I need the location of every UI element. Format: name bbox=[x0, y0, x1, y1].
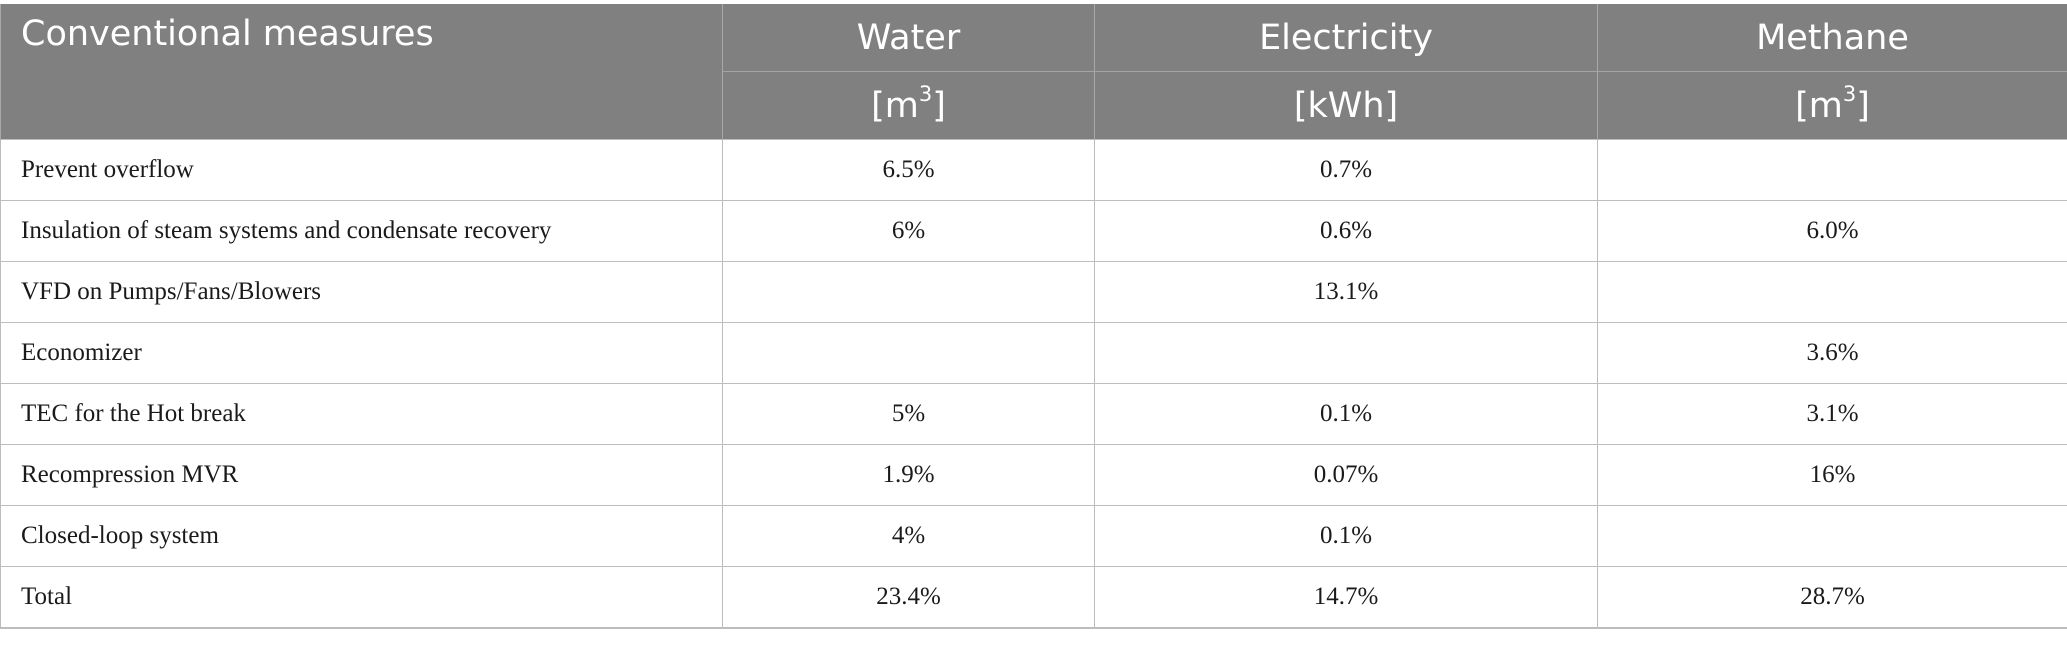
row-label: Prevent overflow bbox=[0, 139, 723, 201]
cell-water bbox=[722, 322, 1095, 384]
table-row: Insulation of steam systems and condensa… bbox=[0, 200, 2067, 262]
cell-water: 6.5% bbox=[722, 139, 1095, 201]
cell-water: 1.9% bbox=[722, 444, 1095, 506]
header-row-names: Conventional measures Water Electricity … bbox=[0, 4, 2067, 140]
cell-electricity bbox=[1094, 322, 1598, 384]
table-row: Recompression MVR 1.9% 0.07% 16% bbox=[0, 444, 2067, 506]
row-label: Total bbox=[0, 566, 723, 629]
row-label: TEC for the Hot break bbox=[0, 383, 723, 445]
table-row: Economizer 3.6% bbox=[0, 322, 2067, 384]
cell-electricity: 0.6% bbox=[1094, 200, 1598, 262]
unit-water-suffix: ] bbox=[932, 85, 946, 126]
unit-water: [m3] bbox=[722, 71, 1095, 140]
header-methane: Methane bbox=[1597, 4, 2067, 72]
cell-methane: 3.6% bbox=[1597, 322, 2067, 384]
unit-methane: [m3] bbox=[1597, 71, 2067, 140]
cell-methane: 16% bbox=[1597, 444, 2067, 506]
header-row-units: [m3] [kWh] [m3] bbox=[1, 71, 2067, 140]
row-label: Economizer bbox=[0, 322, 723, 384]
table-row-total: Total 23.4% 14.7% 28.7% bbox=[0, 566, 2067, 629]
table-body: Prevent overflow 6.5% 0.7% Insulation of… bbox=[0, 139, 2067, 629]
savings-table: Conventional measures Water Electricity … bbox=[0, 4, 2067, 629]
cell-water: 6% bbox=[722, 200, 1095, 262]
cell-methane bbox=[1597, 505, 2067, 567]
table-row: TEC for the Hot break 5% 0.1% 3.1% bbox=[0, 383, 2067, 445]
cell-electricity: 0.7% bbox=[1094, 139, 1598, 201]
row-label: VFD on Pumps/Fans/Blowers bbox=[0, 261, 723, 323]
cell-water: 23.4% bbox=[722, 566, 1095, 629]
cell-methane bbox=[1597, 139, 2067, 201]
table-row: Prevent overflow 6.5% 0.7% bbox=[0, 139, 2067, 201]
cell-methane: 6.0% bbox=[1597, 200, 2067, 262]
cell-water: 4% bbox=[722, 505, 1095, 567]
unit-methane-prefix: [m bbox=[1795, 85, 1843, 126]
unit-water-prefix: [m bbox=[871, 85, 919, 126]
cell-water bbox=[722, 261, 1095, 323]
header-electricity: Electricity bbox=[1094, 4, 1598, 72]
table-row: VFD on Pumps/Fans/Blowers 13.1% bbox=[0, 261, 2067, 323]
unit-electricity-prefix: [kWh] bbox=[1293, 85, 1399, 126]
table-row: Closed-loop system 4% 0.1% bbox=[0, 505, 2067, 567]
cell-electricity: 0.1% bbox=[1094, 505, 1598, 567]
row-label: Insulation of steam systems and condensa… bbox=[0, 200, 723, 262]
cell-methane: 28.7% bbox=[1597, 566, 2067, 629]
unit-methane-suffix: ] bbox=[1856, 85, 1870, 126]
cell-electricity: 14.7% bbox=[1094, 566, 1598, 629]
cell-electricity: 0.07% bbox=[1094, 444, 1598, 506]
table-header: Conventional measures Water Electricity … bbox=[0, 4, 2067, 140]
header-water: Water bbox=[722, 4, 1095, 72]
unit-water-sup: 3 bbox=[918, 81, 933, 106]
cell-electricity: 0.1% bbox=[1094, 383, 1598, 445]
cell-water: 5% bbox=[722, 383, 1095, 445]
cell-methane: 3.1% bbox=[1597, 383, 2067, 445]
row-label: Recompression MVR bbox=[0, 444, 723, 506]
unit-electricity: [kWh] bbox=[1094, 71, 1598, 140]
row-label: Closed-loop system bbox=[0, 505, 723, 567]
unit-methane-sup: 3 bbox=[1842, 81, 1857, 106]
cell-electricity: 13.1% bbox=[1094, 261, 1598, 323]
cell-methane bbox=[1597, 261, 2067, 323]
header-conventional-measures: Conventional measures bbox=[0, 4, 723, 140]
